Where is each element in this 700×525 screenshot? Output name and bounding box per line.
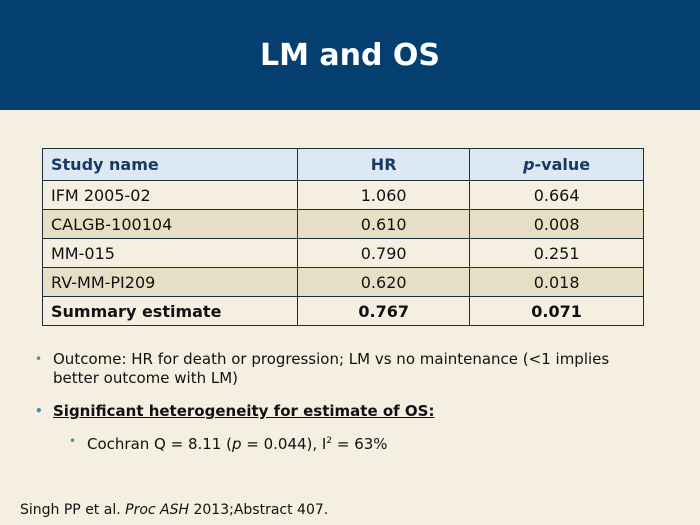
header-study-name: Study name <box>41 148 299 181</box>
citation-rest: 2013;Abstract 407. <box>189 502 329 518</box>
summary-hr-cell: 0.767 <box>297 296 471 326</box>
p-value-cell: 0.251 <box>469 238 644 268</box>
cochran-superscript: 2 <box>326 436 333 446</box>
summary-name-cell: Summary estimate <box>41 296 299 326</box>
study-name-cell: IFM 2005-02 <box>41 180 299 210</box>
summary-row: Summary estimate 0.767 0.071 <box>41 296 644 326</box>
bullet-dot-icon: • <box>69 434 77 448</box>
sub-bullet-cochran-text: Cochran Q = 8.11 (p = 0.044), I2 = 63% <box>69 432 649 454</box>
bullet-outcome: • Outcome: HR for death or progression; … <box>35 350 655 388</box>
cochran-mid: = 0.044), I <box>241 435 327 453</box>
slide-title: LM and OS <box>259 38 441 73</box>
hr-cell: 0.620 <box>297 267 471 297</box>
bullet-heterogeneity: • Significant heterogeneity for estimate… <box>35 402 655 421</box>
bullet-dot-icon: • <box>35 404 43 418</box>
summary-p-value-cell: 0.071 <box>469 296 644 326</box>
header-hr: HR <box>297 148 471 181</box>
bullet-outcome-text: Outcome: HR for death or progression; LM… <box>53 350 610 387</box>
header-p-letter: p <box>523 155 535 174</box>
title-banner <box>0 0 700 110</box>
study-name-cell: CALGB-100104 <box>41 209 299 239</box>
hr-cell: 1.060 <box>297 180 471 210</box>
table-header-row: Study name HR p-value <box>41 148 644 181</box>
citation-authors: Singh PP et al. <box>20 502 126 518</box>
table-row: CALGB-100104 0.610 0.008 <box>41 209 644 239</box>
p-value-cell: 0.008 <box>469 209 644 239</box>
p-value-cell: 0.664 <box>469 180 644 210</box>
bullet-dot-icon: • <box>35 352 43 366</box>
cochran-p-letter: p <box>231 435 242 453</box>
cochran-suffix: = 63% <box>332 435 388 453</box>
citation: Singh PP et al. Proc ASH 2013;Abstract 4… <box>20 502 328 518</box>
header-p-value: p-value <box>469 148 644 181</box>
study-name-cell: MM-015 <box>41 238 299 268</box>
hr-cell: 0.610 <box>297 209 471 239</box>
hr-cell: 0.790 <box>297 238 471 268</box>
header-value-suffix: -value <box>534 155 591 174</box>
table-row: MM-015 0.790 0.251 <box>41 238 644 268</box>
cochran-prefix: Cochran Q = 8.11 ( <box>87 435 232 453</box>
study-name-cell: RV-MM-PI209 <box>41 267 299 297</box>
table-row: RV-MM-PI209 0.620 0.018 <box>41 267 644 297</box>
p-value-cell: 0.018 <box>469 267 644 297</box>
bullet-heterogeneity-text: Significant heterogeneity for estimate o… <box>53 402 435 420</box>
citation-journal: Proc ASH <box>125 502 190 518</box>
results-table: Study name HR p-value IFM 2005-02 1.060 … <box>41 148 644 326</box>
sub-bullet-cochran: • Cochran Q = 8.11 (p = 0.044), I2 = 63% <box>69 432 649 454</box>
table-row: IFM 2005-02 1.060 0.664 <box>41 180 644 210</box>
